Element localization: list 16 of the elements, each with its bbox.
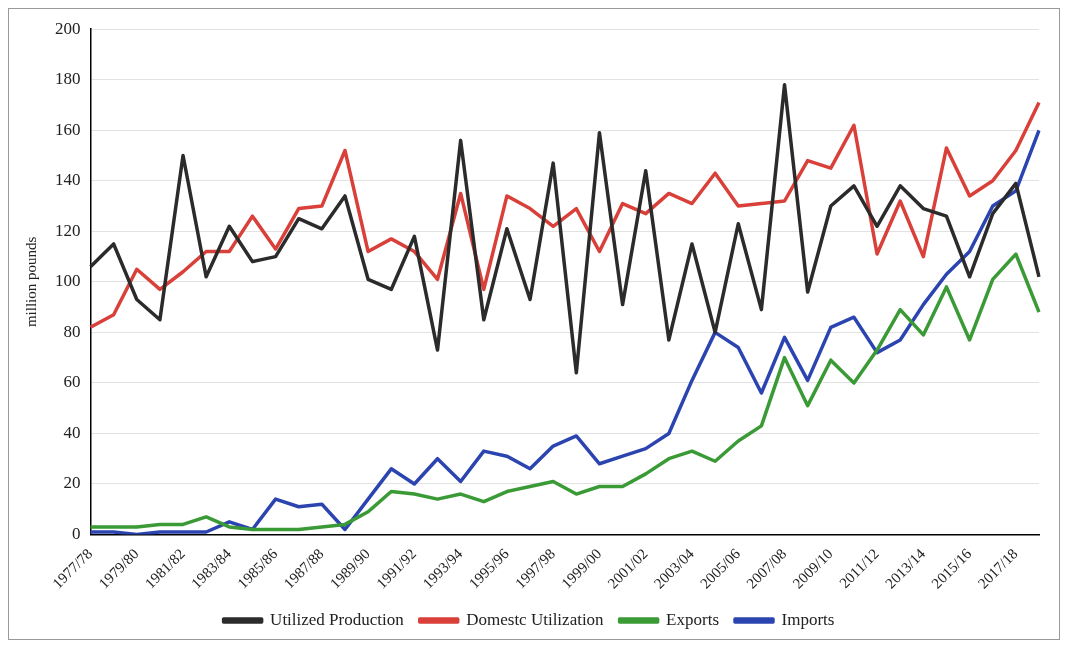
y-tick-label: 100	[55, 271, 81, 291]
y-tick-label: 60	[63, 372, 81, 392]
legend-label: Exports	[666, 609, 720, 629]
y-tick-label: 160	[55, 119, 81, 139]
legend-label: Utilized Production	[270, 609, 405, 629]
y-tick-label: 140	[55, 170, 81, 190]
y-axis-title: million pounds	[22, 236, 39, 328]
y-tick-label: 200	[55, 18, 81, 38]
y-tick-label: 120	[55, 220, 81, 240]
y-tick-label: 40	[63, 422, 81, 442]
legend-label: Imports	[781, 609, 835, 629]
y-tick-label: 80	[63, 321, 81, 341]
legend-label: Domestc Utilization	[466, 609, 605, 629]
y-tick-label: 0	[72, 523, 81, 543]
y-tick-label: 180	[55, 69, 81, 89]
y-tick-label: 20	[63, 473, 81, 493]
